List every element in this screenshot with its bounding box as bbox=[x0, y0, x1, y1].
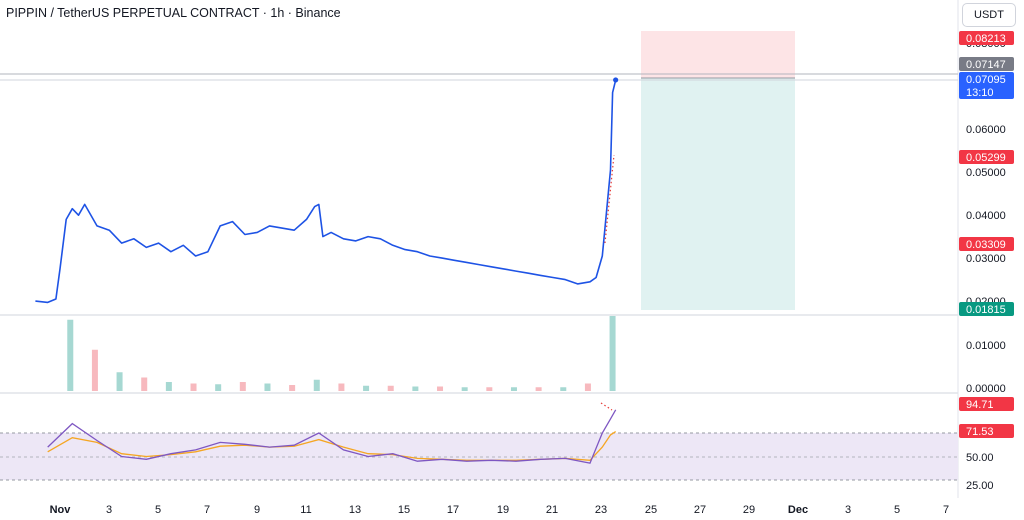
volume-bar bbox=[609, 316, 616, 391]
rsi-badge-label: 71.53 bbox=[966, 426, 994, 438]
rsi-axis: 50.00 25.00 bbox=[966, 452, 994, 492]
price-badge-label: 0.01815 bbox=[966, 304, 1006, 316]
volume-bar bbox=[338, 383, 345, 391]
time-tick-label: 13 bbox=[349, 504, 361, 516]
price-badge bbox=[959, 302, 1014, 316]
volume-bar bbox=[91, 349, 98, 391]
time-axis[interactable]: Nov 3 5 7 9 11 13 15 17 19 21 23 25 27 29 Dec 3 5 7 bbox=[50, 504, 949, 516]
rsi-tick-label: 25.00 bbox=[966, 480, 994, 492]
volume-bar bbox=[437, 386, 444, 391]
stop-loss-zone[interactable] bbox=[641, 31, 795, 78]
price-series bbox=[35, 77, 619, 304]
price-badge bbox=[959, 57, 1014, 71]
volume-bars bbox=[67, 316, 616, 391]
volume-bar bbox=[486, 387, 493, 391]
time-tick-label: 15 bbox=[398, 504, 410, 516]
time-tick-label: 5 bbox=[894, 504, 900, 516]
price-badge-label: 0.03309 bbox=[966, 239, 1006, 251]
price-tick-label: 0.03000 bbox=[966, 253, 1006, 265]
price-badge bbox=[959, 31, 1014, 45]
volume-bar bbox=[215, 384, 222, 391]
volume-bar bbox=[461, 387, 468, 391]
time-tick-label: 7 bbox=[943, 504, 949, 516]
currency-selector[interactable]: USDT bbox=[962, 3, 1016, 27]
time-tick-label: 5 bbox=[155, 504, 161, 516]
rsi-badge bbox=[959, 397, 1014, 411]
rsi-badge-label: 94.71 bbox=[966, 399, 994, 411]
price-tick-label: 0.01000 bbox=[966, 340, 1006, 352]
volume-bar bbox=[412, 386, 419, 391]
rsi-trend-dots bbox=[600, 402, 613, 411]
take-profit-zone[interactable] bbox=[641, 78, 795, 310]
price-badge-label: 0.05299 bbox=[966, 152, 1006, 164]
price-tick-label: 0.06000 bbox=[966, 124, 1006, 136]
rsi-tick-label: 50.00 bbox=[966, 452, 994, 464]
rsi-line bbox=[47, 409, 617, 464]
volume-bar bbox=[190, 383, 197, 391]
chart-title: PIPPIN / TetherUS PERPETUAL CONTRACT · 1… bbox=[6, 6, 341, 20]
volume-bar bbox=[116, 372, 123, 391]
price-badge-label: 0.07147 bbox=[966, 59, 1006, 71]
last-price-point bbox=[613, 77, 619, 83]
price-badge-label: 0.08213 bbox=[966, 33, 1006, 45]
time-tick-label: 3 bbox=[106, 504, 112, 516]
price-badge bbox=[959, 150, 1014, 164]
volume-bar bbox=[239, 382, 246, 391]
time-tick-label: 11 bbox=[300, 504, 311, 516]
volume-bar bbox=[264, 383, 271, 391]
time-tick-label: 19 bbox=[497, 504, 509, 516]
time-tick-label: Nov bbox=[50, 504, 72, 516]
price-tick-label: 0.05000 bbox=[966, 167, 1006, 179]
time-tick-label: 7 bbox=[204, 504, 210, 516]
volume-bar bbox=[535, 387, 542, 391]
volume-bar bbox=[510, 387, 517, 391]
time-tick-label: 21 bbox=[546, 504, 558, 516]
volume-bar bbox=[363, 385, 370, 391]
price-badge bbox=[959, 237, 1014, 251]
time-tick-label: 9 bbox=[254, 504, 260, 516]
price-line bbox=[35, 79, 617, 304]
price-badge-label: 0.07095 bbox=[966, 74, 1006, 86]
volume-bar bbox=[387, 385, 394, 391]
rsi-badge bbox=[959, 424, 1014, 438]
price-tick-label: 0.00000 bbox=[966, 383, 1006, 395]
volume-bar bbox=[560, 387, 567, 391]
time-tick-label: 29 bbox=[743, 504, 755, 516]
volume-bar bbox=[141, 377, 148, 391]
time-tick-label: 27 bbox=[694, 504, 706, 516]
volume-bar bbox=[584, 383, 591, 391]
price-badge bbox=[959, 72, 1014, 99]
volume-bar bbox=[165, 382, 172, 391]
price-tick-label: 0.04000 bbox=[966, 210, 1006, 222]
time-tick-label: 23 bbox=[595, 504, 607, 516]
volume-bar bbox=[289, 385, 296, 391]
volume-bar bbox=[313, 379, 320, 391]
time-tick-label: 17 bbox=[447, 504, 459, 516]
countdown-label: 13:10 bbox=[966, 87, 994, 99]
price-trend-dots bbox=[604, 154, 615, 244]
time-tick-label: 3 bbox=[845, 504, 851, 516]
time-tick-label: 25 bbox=[645, 504, 657, 516]
rsi-series bbox=[47, 409, 617, 464]
time-tick-label: Dec bbox=[788, 504, 808, 516]
volume-bar bbox=[67, 319, 74, 391]
